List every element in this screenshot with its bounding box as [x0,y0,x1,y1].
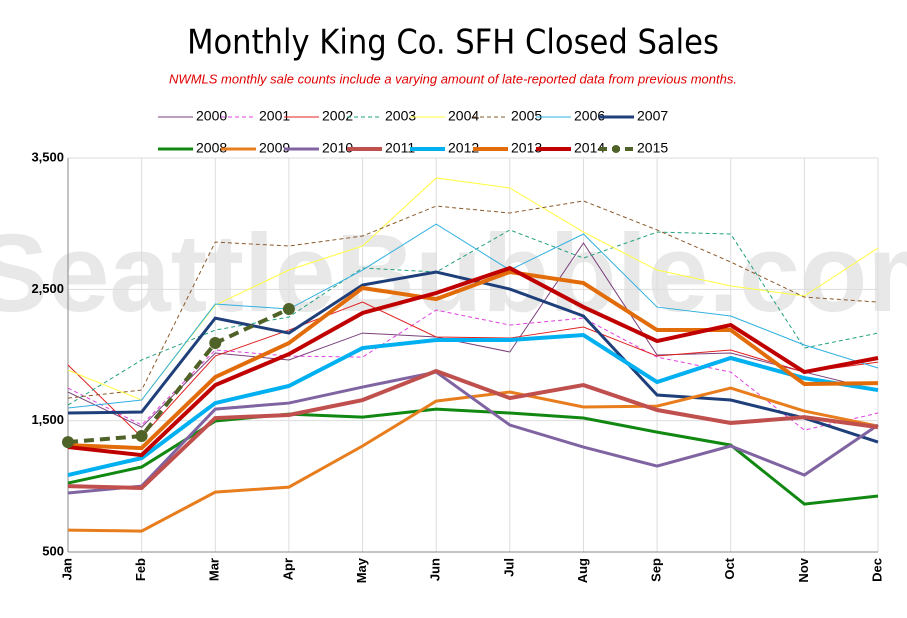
y-tick-label: 500 [42,543,64,558]
series-line [67,200,879,399]
x-tick-label: Apr [280,558,295,580]
series-line [67,307,290,445]
x-tick-label: Dec [869,558,884,582]
point [62,436,74,449]
series-line [67,386,879,533]
x-tick-label: May [354,557,369,583]
legend-label: 2011 [385,140,415,156]
x-tick-label: Feb [133,558,148,581]
point [282,303,295,316]
legend-marker [612,145,620,153]
legend-label: 2009 [259,140,290,156]
point [135,430,148,443]
x-tick-label: Oct [722,557,737,579]
legend-label: 2015 [637,140,668,156]
x-tick-label: Jan [59,558,74,580]
series-line [67,301,879,438]
y-tick-label: 3,500 [31,149,64,164]
series-line [67,223,879,409]
legend-label: 2000 [196,108,227,124]
legend-label: 2003 [385,108,416,124]
x-tick-label: Jul [501,558,516,577]
x-tick-label: Nov [796,557,811,582]
x-tick-label: Sep [649,558,664,582]
legend-label: 2008 [196,140,227,156]
legend-label: 2004 [448,108,479,124]
y-tick-label: 1,500 [31,412,64,427]
legend-label: 2006 [574,108,605,124]
legend-label: 2010 [322,140,353,156]
y-tick-label: 2,500 [31,281,64,296]
x-tick-label: Aug [575,558,590,583]
chart-subtitle: NWMLS monthly sale counts include a vary… [169,71,737,86]
legend-label: 2002 [322,108,353,124]
series-line [67,242,879,428]
series-line [67,265,879,458]
legend-label: 2012 [448,140,479,156]
x-tick-label: Mar [207,558,222,581]
chart-title: Monthly King Co. SFH Closed Sales [187,23,719,63]
series-line [67,370,879,495]
legend-label: 2007 [637,108,668,124]
legend-label: 2005 [511,108,542,124]
legend-label: 2001 [259,108,290,124]
legend-label: 2013 [511,140,542,156]
series-line [67,332,879,477]
legend-label: 2014 [574,140,605,156]
series-line [67,177,879,401]
series-line [67,309,879,431]
point [209,337,222,350]
watermark: SeattleBubble.com [0,212,907,335]
x-tick-label: Jun [428,558,443,581]
series-line [67,269,879,451]
series-line [67,368,879,491]
